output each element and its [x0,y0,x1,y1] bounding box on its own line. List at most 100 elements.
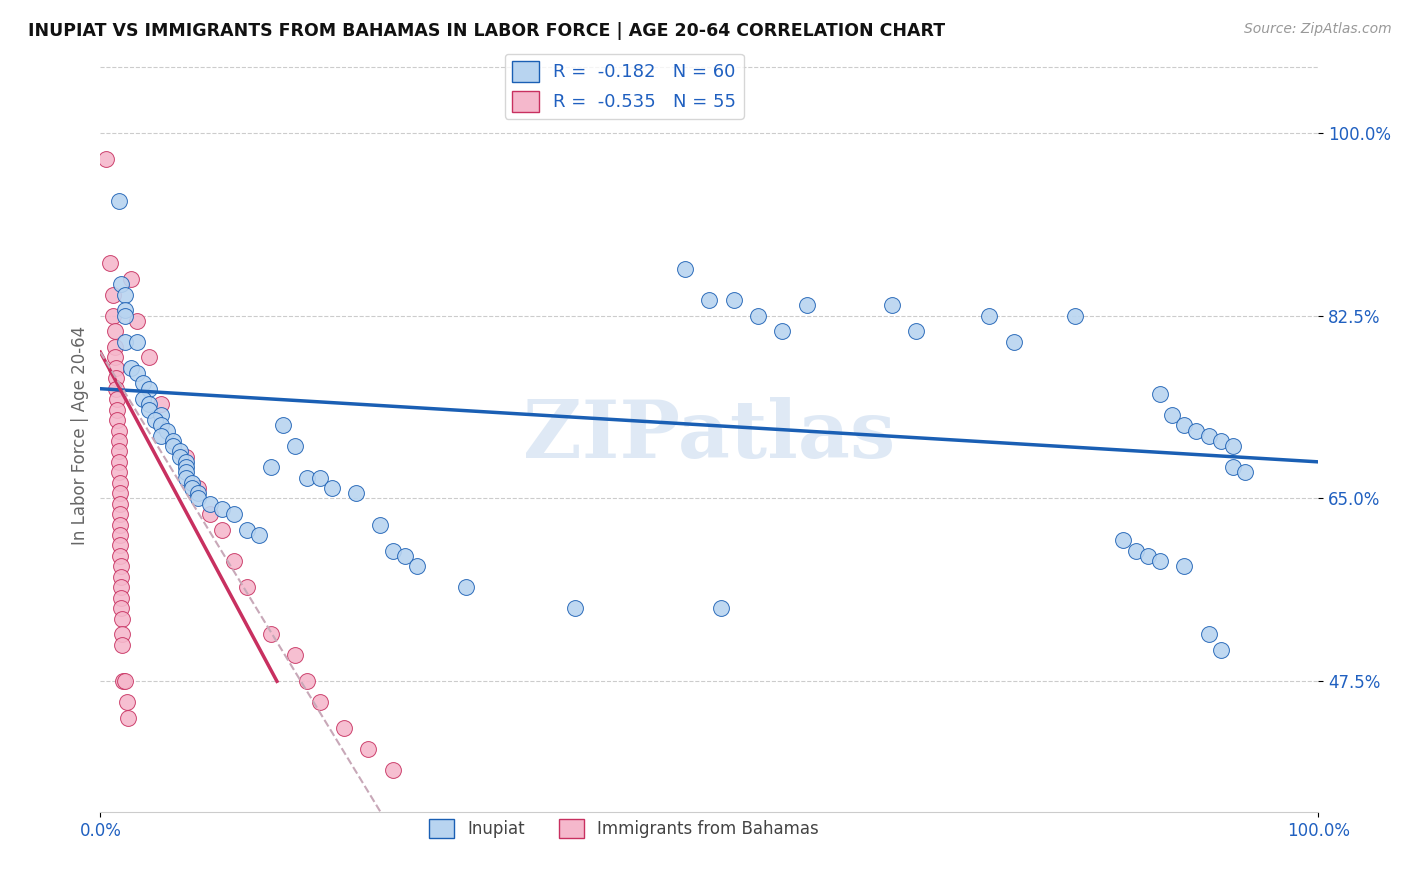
Point [125,314,148,328]
Point [108,528,131,542]
Point [454,580,477,594]
Point [1209,434,1232,448]
Point [107,424,129,438]
Point [117,711,139,725]
Point [107,413,129,427]
Point [120,360,142,375]
Point [105,382,128,396]
Point [108,538,131,552]
Point [107,455,129,469]
Point [114,303,136,318]
Point [271,418,294,433]
Point [344,486,367,500]
Point [1209,643,1232,657]
Point [110,591,132,605]
Point [224,554,246,568]
Point [132,376,155,391]
Point [1149,387,1171,401]
Point [101,309,124,323]
Point [150,408,173,422]
Point [138,402,160,417]
Point [1149,554,1171,568]
Point [169,444,191,458]
Point [120,272,142,286]
Point [247,528,270,542]
Point [1173,559,1195,574]
Point [108,475,131,490]
Point [108,517,131,532]
Point [284,648,307,662]
Point [108,507,131,521]
Point [111,611,134,625]
Point [110,570,132,584]
Point [1136,549,1159,563]
Point [107,444,129,458]
Point [125,366,148,380]
Point [114,309,136,323]
Point [235,580,257,594]
Point [1198,627,1220,641]
Point [1185,424,1208,438]
Point [111,638,134,652]
Point [104,340,127,354]
Point [1173,418,1195,433]
Point [321,481,343,495]
Point [114,334,136,349]
Point [110,277,132,292]
Point [114,287,136,301]
Point [747,309,769,323]
Point [297,674,319,689]
Point [115,695,138,709]
Point [1161,408,1184,422]
Point [187,481,209,495]
Point [107,434,129,448]
Point [1063,309,1085,323]
Point [105,371,128,385]
Point [1125,543,1147,558]
Point [260,627,283,641]
Point [125,334,148,349]
Point [107,392,129,406]
Point [297,470,319,484]
Point [370,517,392,532]
Point [394,549,416,563]
Point [211,501,233,516]
Point [138,351,160,365]
Point [979,309,1001,323]
Point [104,324,127,338]
Text: INUPIAT VS IMMIGRANTS FROM BAHAMAS IN LABOR FORCE | AGE 20-64 CORRELATION CHART: INUPIAT VS IMMIGRANTS FROM BAHAMAS IN LA… [28,22,945,40]
Point [673,261,696,276]
Legend: Inupiat, Immigrants from Bahamas: Inupiat, Immigrants from Bahamas [423,813,825,845]
Point [564,601,586,615]
Point [107,194,129,208]
Y-axis label: In Labor Force | Age 20-64: In Labor Force | Age 20-64 [72,326,89,545]
Point [101,287,124,301]
Point [110,580,132,594]
Point [150,397,173,411]
Point [180,475,202,490]
Point [406,559,429,574]
Point [107,465,129,479]
Point [114,674,136,689]
Point [1198,428,1220,442]
Point [796,298,818,312]
Point [187,491,209,506]
Point [110,601,132,615]
Point [105,360,128,375]
Point [1002,334,1025,349]
Point [138,382,160,396]
Point [308,695,330,709]
Point [156,424,179,438]
Point [174,470,197,484]
Point [169,450,191,464]
Point [132,392,155,406]
Point [333,721,356,735]
Point [108,486,131,500]
Point [112,674,135,689]
Point [180,481,202,495]
Point [284,439,307,453]
Point [211,523,233,537]
Point [108,549,131,563]
Point [905,324,928,338]
Point [198,497,221,511]
